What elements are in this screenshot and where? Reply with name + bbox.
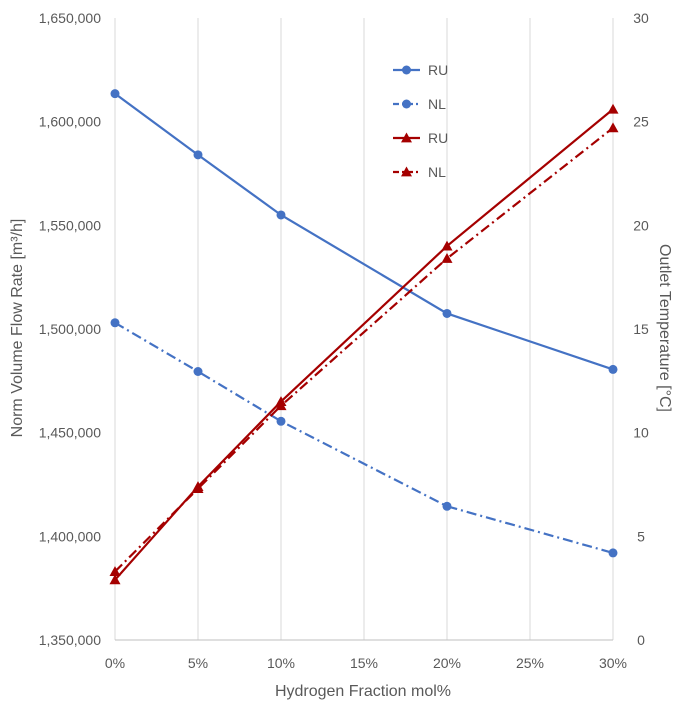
data-point <box>276 210 286 220</box>
data-point <box>608 364 618 374</box>
data-point <box>109 566 121 576</box>
right-y-tick-label: 10 <box>633 425 649 441</box>
left-y-tick-label: 1,400,000 <box>39 528 101 544</box>
legend-marker <box>401 132 412 143</box>
right-y-axis-title: Outlet Temperature [°C] <box>656 244 673 412</box>
left-y-tick-label: 1,650,000 <box>39 10 101 26</box>
gridlines <box>114 18 614 640</box>
legend: RU NL RU NL <box>393 62 448 180</box>
right-y-tick-label: 25 <box>633 114 649 130</box>
data-point <box>110 89 120 99</box>
legend-marker <box>402 99 411 109</box>
x-tick-label: 15% <box>350 655 378 671</box>
legend-item: RU <box>393 130 448 146</box>
right-y-tick-label: 20 <box>633 217 649 233</box>
left-y-tick-label: 1,500,000 <box>39 321 101 337</box>
legend-label: RU <box>428 62 448 78</box>
x-tick-label: 5% <box>188 655 208 671</box>
data-point <box>192 483 204 494</box>
legend-label: NL <box>428 96 446 112</box>
right-y-tick-label: 0 <box>637 632 645 648</box>
data-point <box>109 574 121 585</box>
data-point <box>607 103 619 114</box>
legend-label: RU <box>428 130 448 146</box>
legend-marker <box>402 65 411 75</box>
x-axis-title: Hydrogen Fraction mol% <box>275 683 451 700</box>
legend-item: NL <box>393 96 446 112</box>
series-nl-flow <box>110 318 618 558</box>
axes: 0% 5% 10% 15% 20% 25% 30% 1,350,000 1,400,000 1,4… <box>39 10 649 671</box>
series-nl-temperature <box>109 122 619 576</box>
left-y-tick-label: 1,450,000 <box>39 425 101 441</box>
x-tick-label: 20% <box>433 655 461 671</box>
x-tick-label: 25% <box>516 655 544 671</box>
data-point <box>442 308 452 318</box>
data-point <box>441 253 453 263</box>
series-line <box>114 321 614 554</box>
x-tick-label: 0% <box>105 655 125 671</box>
data-point <box>441 240 453 251</box>
legend-item: NL <box>393 164 446 180</box>
left-y-tick-label: 1,550,000 <box>39 217 101 233</box>
x-tick-label: 30% <box>599 655 627 671</box>
data-point <box>275 400 287 411</box>
right-y-tick-label: 30 <box>633 10 649 26</box>
legend-item: RU <box>393 62 448 78</box>
left-y-tick-label: 1,350,000 <box>39 632 101 648</box>
right-y-tick-label: 15 <box>633 321 649 337</box>
data-point <box>110 318 120 328</box>
data-point <box>608 548 618 558</box>
x-tick-label: 10% <box>267 655 295 671</box>
series-lines <box>109 89 619 585</box>
left-y-axis-title: Norm Volume Flow Rate [m³/h] <box>9 219 26 438</box>
data-point <box>276 416 286 426</box>
data-point <box>193 150 203 160</box>
legend-marker <box>401 166 412 177</box>
right-y-tick-label: 5 <box>637 528 645 544</box>
legend-label: NL <box>428 164 446 180</box>
series-ru-flow <box>110 89 618 374</box>
data-point <box>607 122 619 133</box>
left-y-tick-label: 1,600,000 <box>39 114 101 130</box>
data-point <box>442 501 452 511</box>
data-point <box>193 367 203 377</box>
